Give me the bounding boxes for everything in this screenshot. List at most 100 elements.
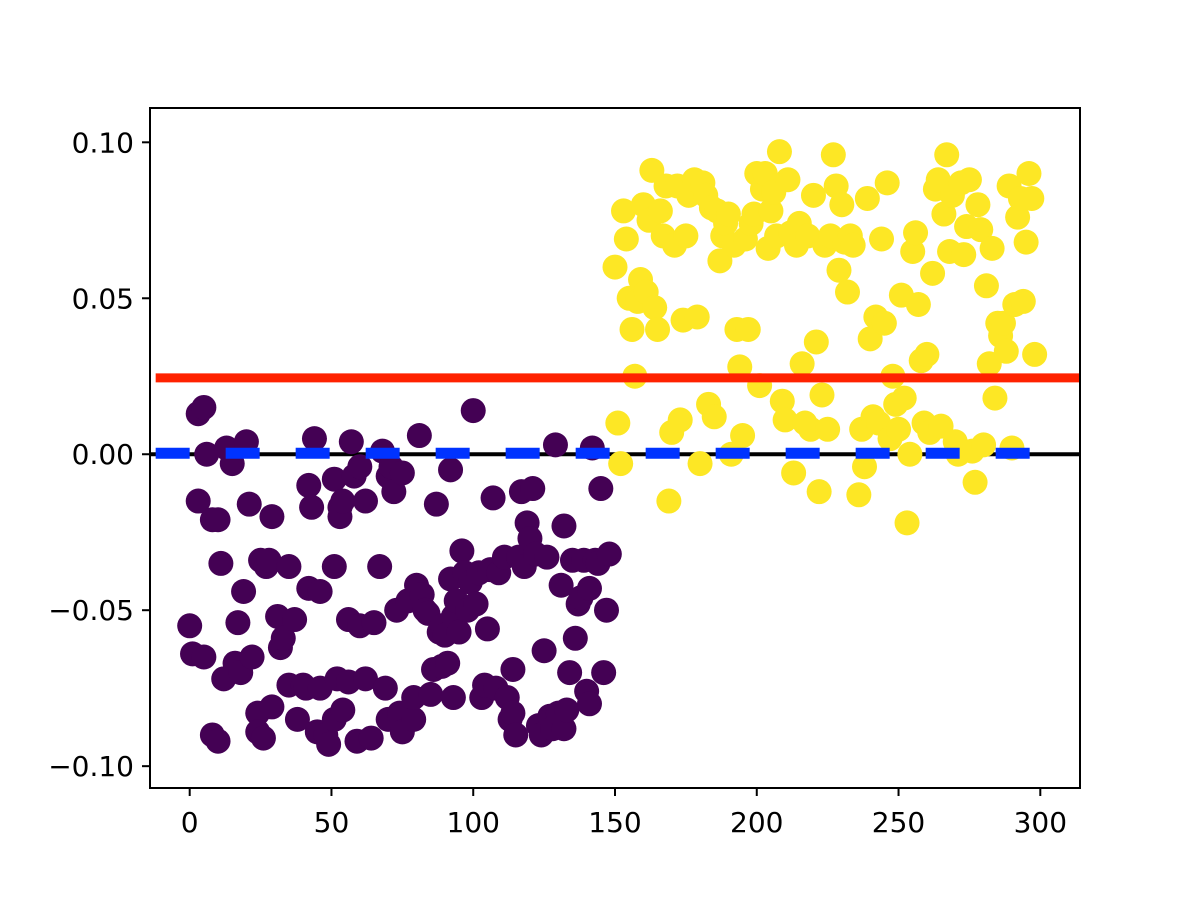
data-point-group-high	[727, 354, 753, 380]
data-point-group-low	[191, 644, 217, 670]
data-point-group-high	[993, 338, 1019, 364]
data-point-group-high	[900, 238, 926, 264]
data-point-group-high	[854, 185, 880, 211]
data-point-group-low	[270, 625, 296, 651]
data-point-group-high	[869, 226, 895, 252]
y-tick-label: 0.05	[72, 282, 134, 315]
data-point-group-low	[449, 538, 475, 564]
data-point-group-high	[979, 235, 1005, 261]
data-point-group-high	[852, 454, 878, 480]
data-point-group-high	[903, 220, 929, 246]
data-point-group-high	[920, 260, 946, 286]
data-point-group-low	[321, 466, 347, 492]
data-point-group-high	[715, 201, 741, 227]
data-point-group-low	[435, 650, 461, 676]
data-point-group-low	[500, 656, 526, 682]
data-point-group-low	[551, 513, 577, 539]
data-point-group-low	[372, 675, 398, 701]
data-point-group-high	[611, 198, 637, 224]
data-point-group-low	[474, 616, 500, 642]
data-point-group-high	[619, 316, 645, 342]
x-tick-label: 150	[588, 806, 641, 839]
data-point-group-high	[962, 469, 988, 495]
data-point-group-low	[480, 485, 506, 511]
data-point-group-high	[891, 385, 917, 411]
data-point-group-low	[191, 394, 217, 420]
data-point-group-low	[534, 544, 560, 570]
data-point-group-high	[826, 257, 852, 283]
data-point-group-low	[406, 423, 432, 449]
data-point-group-low	[185, 488, 211, 514]
data-point-group-low	[276, 554, 302, 580]
y-tick-label: −0.05	[48, 594, 134, 627]
data-point-group-low	[301, 426, 327, 452]
data-point-group-high	[752, 161, 778, 187]
data-point-group-low	[205, 728, 231, 754]
data-point-group-high	[735, 316, 761, 342]
data-point-group-low	[423, 491, 449, 517]
data-point-group-high	[871, 310, 897, 336]
y-tick-label: 0.10	[72, 126, 134, 159]
data-point-group-low	[438, 457, 464, 483]
data-point-group-high	[1019, 185, 1045, 211]
data-point-group-low	[256, 547, 282, 573]
data-point-group-high	[608, 451, 634, 477]
data-point-group-high	[829, 192, 855, 218]
data-point-group-high	[673, 223, 699, 249]
data-point-group-low	[551, 716, 577, 742]
data-point-group-high	[1010, 288, 1036, 314]
data-point-group-low	[554, 697, 580, 723]
data-point-group-low	[259, 504, 285, 530]
data-point-group-low	[593, 597, 619, 623]
reference-lines-over	[155, 373, 1080, 459]
data-point-group-high	[1016, 161, 1042, 187]
data-point-group-high	[971, 432, 997, 458]
data-point-group-high	[687, 451, 713, 477]
data-point-group-high	[613, 226, 639, 252]
data-point-group-high	[815, 416, 841, 442]
data-point-group-high	[803, 329, 829, 355]
data-point-group-low	[531, 638, 557, 664]
data-point-group-low	[321, 554, 347, 580]
data-point-group-low	[591, 660, 617, 686]
y-axis: −0.10 −0.05 0.00 0.05 0.10	[48, 126, 150, 783]
data-point-group-low	[282, 607, 308, 633]
data-point-group-high	[846, 482, 872, 508]
data-point-group-high	[647, 198, 673, 224]
data-point-group-low	[205, 507, 231, 533]
x-tick-label: 300	[1014, 806, 1067, 839]
x-tick-label: 0	[181, 806, 199, 839]
data-point-group-low	[352, 488, 378, 514]
data-point-group-low	[500, 700, 526, 726]
data-point-group-high	[800, 182, 826, 208]
data-point-group-low	[557, 660, 583, 686]
data-point-group-low	[259, 694, 285, 720]
data-point-group-low	[307, 578, 333, 604]
data-point-group-high	[965, 192, 991, 218]
data-point-group-low	[440, 685, 466, 711]
data-point-group-high	[684, 304, 710, 330]
data-point-group-high	[931, 201, 957, 227]
data-point-group-high	[781, 460, 807, 486]
data-point-group-low	[596, 541, 622, 567]
x-axis: 0 50 100 150 200 250 300	[181, 788, 1067, 839]
data-point-group-low	[231, 578, 257, 604]
data-point-group-low	[330, 488, 356, 514]
data-point-group-low	[239, 644, 265, 670]
data-point-group-low	[460, 398, 486, 424]
data-point-group-low	[352, 666, 378, 692]
data-point-group-high	[886, 416, 912, 442]
data-point-group-low	[446, 619, 472, 645]
data-point-group-high	[766, 139, 792, 165]
data-point-group-high	[968, 217, 994, 243]
data-point-group-low	[225, 610, 251, 636]
data-point-group-high	[605, 410, 631, 436]
data-point-group-high	[894, 510, 920, 536]
data-point-group-low	[520, 476, 546, 502]
data-point-group-high	[806, 479, 832, 505]
data-point-group-low	[208, 550, 234, 576]
data-point-group-low	[588, 476, 614, 502]
data-point-group-high	[809, 382, 835, 408]
data-point-group-high	[772, 407, 798, 433]
y-tick-label: 0.00	[72, 438, 134, 471]
